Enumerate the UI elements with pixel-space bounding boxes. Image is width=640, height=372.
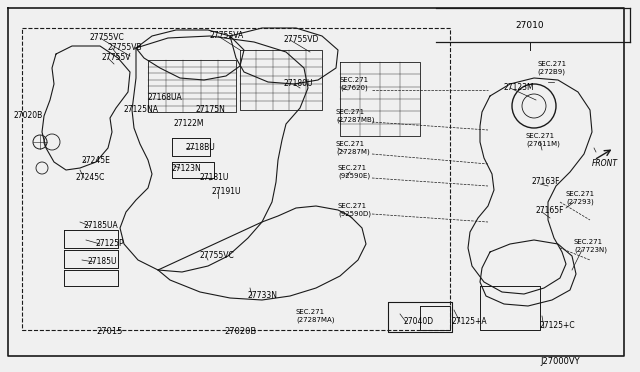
Text: 27245C: 27245C	[76, 173, 106, 183]
Text: 27010: 27010	[516, 22, 544, 31]
Text: 27245E: 27245E	[82, 155, 111, 164]
Text: 27123N: 27123N	[172, 164, 202, 173]
Text: 27755V: 27755V	[102, 54, 131, 62]
Text: 27755VD: 27755VD	[284, 35, 319, 45]
Text: 27168UA: 27168UA	[148, 93, 183, 103]
Text: 27125NA: 27125NA	[124, 106, 159, 115]
Text: 27015: 27015	[96, 327, 122, 337]
Text: 27122M: 27122M	[174, 119, 205, 128]
Text: FRONT: FRONT	[592, 159, 618, 168]
Text: SEC.271
(27723N): SEC.271 (27723N)	[574, 239, 607, 253]
Text: 27020B: 27020B	[224, 327, 256, 337]
Text: 27020B: 27020B	[14, 112, 44, 121]
Text: 27185UA: 27185UA	[84, 221, 119, 231]
Text: 27755VB: 27755VB	[108, 44, 143, 52]
Text: SEC.271
(27287M): SEC.271 (27287M)	[336, 141, 370, 155]
Text: 27755VC: 27755VC	[90, 33, 125, 42]
Text: 27733N: 27733N	[248, 292, 278, 301]
Text: 27755VC: 27755VC	[200, 251, 235, 260]
Text: SEC.271
(27287MA): SEC.271 (27287MA)	[296, 309, 335, 323]
Text: J27000VY: J27000VY	[540, 357, 580, 366]
Text: 27163F: 27163F	[532, 177, 561, 186]
Text: 27175N: 27175N	[196, 106, 226, 115]
Text: SEC.271
(27293): SEC.271 (27293)	[566, 191, 595, 205]
Text: SEC.271
(27611M): SEC.271 (27611M)	[526, 133, 560, 147]
Text: 27755VA: 27755VA	[210, 32, 244, 41]
Text: 27181U: 27181U	[200, 173, 229, 183]
Text: 27125+C: 27125+C	[540, 321, 575, 330]
Text: SEC.271
(27620): SEC.271 (27620)	[340, 77, 369, 91]
Text: 27125P: 27125P	[96, 240, 125, 248]
Text: 27123M: 27123M	[504, 83, 534, 93]
Text: 27040D: 27040D	[404, 317, 434, 327]
Text: SEC.271
(27287MB): SEC.271 (27287MB)	[336, 109, 374, 123]
Text: 27125+A: 27125+A	[452, 317, 488, 327]
Text: 2718BU: 2718BU	[186, 144, 216, 153]
Text: 27165F: 27165F	[536, 205, 564, 215]
Text: SEC.271
(92590E): SEC.271 (92590E)	[338, 165, 370, 179]
Text: 27191U: 27191U	[212, 187, 241, 196]
Text: SEC.271
(272B9): SEC.271 (272B9)	[537, 61, 566, 75]
Text: SEC.271
(92590D): SEC.271 (92590D)	[338, 203, 371, 217]
Text: 27185U: 27185U	[88, 257, 118, 266]
Text: 27180U: 27180U	[284, 80, 314, 89]
